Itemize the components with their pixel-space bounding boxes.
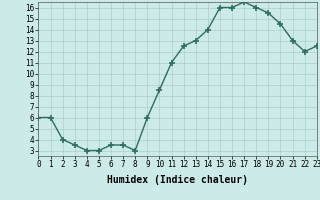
X-axis label: Humidex (Indice chaleur): Humidex (Indice chaleur)	[107, 175, 248, 185]
